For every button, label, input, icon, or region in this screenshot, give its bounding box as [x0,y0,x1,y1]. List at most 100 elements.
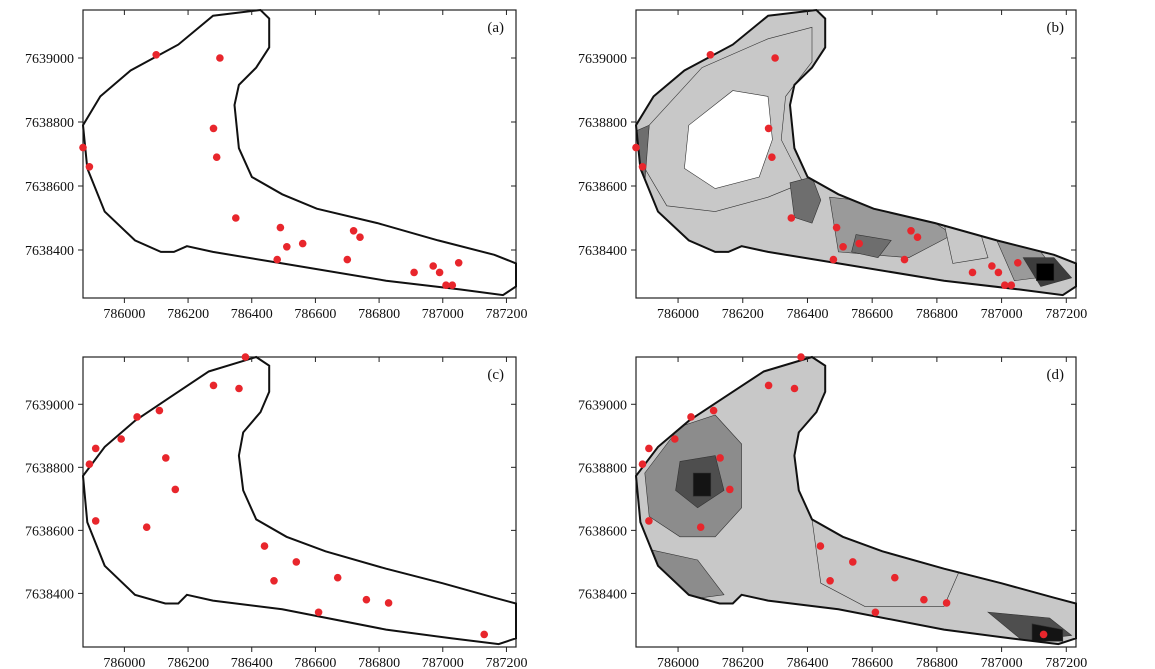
contour-region [692,472,712,497]
sample-point [638,163,647,171]
sample-point [349,227,358,235]
x-tick-label: 786800 [358,656,400,669]
contour-region [1036,263,1055,281]
sample-point [687,413,695,421]
x-tick-label: 786600 [851,307,893,322]
sample-point [816,542,825,550]
contour-region [851,234,892,259]
sample-point [292,558,301,566]
sample-point [1039,630,1048,639]
sample-point [442,281,450,290]
x-tick-label: 786400 [231,656,273,669]
sample-point [283,243,291,251]
sample-point [787,214,796,222]
sample-point [716,454,724,462]
x-tick-label: 786400 [786,656,828,669]
contour-fills [636,10,1076,296]
sample-point [216,54,224,62]
x-tick-label: 786000 [103,656,145,669]
x-tick-label: 786000 [103,307,145,322]
sample-point [988,262,996,270]
x-tick-label: 786400 [231,307,273,322]
sample-point [968,268,977,277]
boundary-outline [634,355,1077,646]
sample-point [480,630,489,639]
x-tick-label: 786400 [786,307,828,322]
y-tick-label: 7639000 [25,398,74,413]
sample-point [232,214,240,222]
sample-point [709,406,718,415]
sample-point [900,255,909,264]
sample-point [706,51,715,59]
sample-point [241,353,250,361]
sample-point [85,460,94,469]
panel-label: (d) [1047,367,1065,383]
sample-point [298,239,307,248]
sample-point [429,262,438,270]
sample-point [209,124,218,133]
plot-frame [82,9,517,299]
x-tick-label: 786600 [294,656,336,669]
sample-point [410,268,418,277]
sample-point [171,485,180,494]
sample-point [826,577,834,585]
sample-point [162,454,170,462]
sample-point [117,435,125,443]
contour-region [684,90,773,189]
y-tick-label: 7638400 [578,587,627,602]
x-tick-label: 786200 [167,307,209,322]
sample-point [696,523,705,531]
sample-point [142,523,151,531]
x-tick-label: 786800 [916,656,958,669]
sample-point [790,384,799,393]
sample-point [273,255,282,264]
sample-point [356,233,364,241]
sample-point [1007,281,1016,290]
x-tick-label: 787000 [981,307,1023,322]
x-tick-label: 786200 [722,307,764,322]
y-tick-label: 7638600 [25,180,74,195]
y-tick-label: 7639000 [578,398,627,413]
sample-point [314,608,323,617]
y-tick-label: 7638800 [578,461,627,476]
x-tick-label: 786200 [167,656,209,669]
panel-label: (a) [487,20,504,36]
contour-region [636,357,1076,645]
sample-point [454,259,463,267]
sample-point [1014,259,1022,267]
y-tick-label: 7639000 [25,52,74,67]
sample-point [91,517,100,525]
y-tick-label: 7638800 [25,116,74,131]
sample-point [79,143,87,152]
panel-label: (c) [487,367,504,383]
x-tick-label: 787200 [1045,307,1087,322]
sample-point [829,255,838,264]
sample-point [994,268,1003,277]
sample-point [235,384,243,393]
y-tick-label: 7638800 [578,116,627,131]
y-tick-label: 7638600 [25,524,74,539]
sample-point [891,573,899,582]
sample-point [270,577,278,585]
sample-point [645,444,653,453]
sample-point [384,599,393,607]
sample-point [333,573,342,582]
sample-point [797,353,805,361]
sample-point [942,599,951,607]
x-tick-label: 787200 [485,656,527,669]
sample-point [839,243,847,251]
sample-point [209,381,218,390]
sample-point [276,223,285,232]
sample-point [632,143,640,152]
y-tick-label: 7638400 [25,244,74,259]
contour-fills [636,357,1076,645]
y-tick-label: 7638400 [25,587,74,602]
sample-point [771,54,779,62]
x-tick-label: 786200 [722,656,764,669]
panel-c: 786000 786200 786400 786600 786800 787000 7872… [25,353,527,669]
sample-point [671,435,679,443]
y-tick-label: 7638800 [25,461,74,476]
boundary-outline [81,8,517,297]
sample-point [85,163,94,171]
boundary-outline [81,355,517,646]
